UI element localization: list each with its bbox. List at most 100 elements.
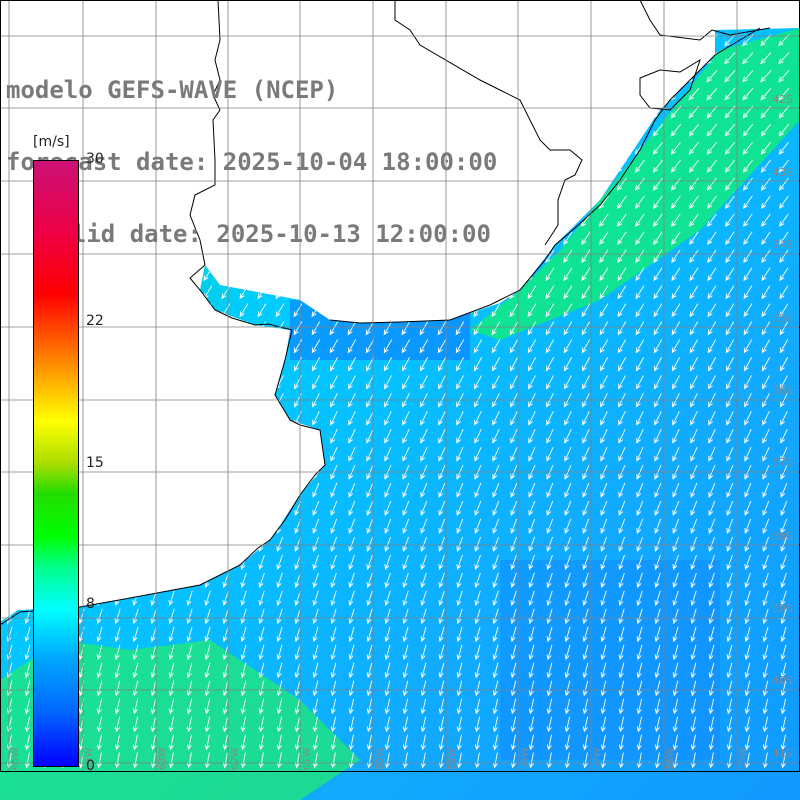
wind-arrow (779, 321, 789, 336)
sea-field (0, 28, 800, 800)
wind-arrow (653, 231, 663, 246)
wind-arrow (562, 52, 574, 65)
wind-arrow (544, 195, 555, 209)
wind-arrow (311, 357, 320, 372)
wind-arrow (743, 213, 753, 227)
wind-arrow (348, 644, 355, 661)
wind-arrow (544, 177, 555, 191)
wind-arrow (564, 644, 571, 661)
wind-arrow (582, 590, 589, 607)
wind-arrow (348, 680, 355, 697)
wind-arrow (384, 590, 391, 607)
wind-arrow (582, 375, 590, 390)
wind-arrow (634, 195, 645, 209)
wind-arrow (744, 680, 751, 697)
wind-arrow (616, 195, 627, 209)
wind-arrow (690, 447, 698, 462)
wind-arrow (455, 285, 465, 300)
wind-arrow (312, 662, 319, 679)
wind-arrow (546, 411, 554, 426)
wind-arrow (599, 249, 609, 264)
wind-arrow (760, 70, 772, 83)
wind-arrow (24, 698, 31, 715)
wind-arrow (330, 662, 337, 679)
wind-arrow (258, 626, 265, 643)
wind-arrow (222, 644, 229, 661)
wind-arrow (420, 500, 428, 516)
wind-arrow (617, 267, 627, 282)
wind-arrow (330, 536, 338, 552)
wind-arrow (780, 411, 788, 426)
wind-arrow (526, 141, 537, 155)
wind-arrow (690, 734, 696, 751)
green-shelf-north (470, 28, 800, 340)
wind-arrow (312, 590, 319, 607)
wind-arrow (598, 52, 610, 65)
wind-arrow (762, 644, 769, 661)
wind-arrow (582, 572, 589, 589)
wind-arrow (348, 429, 356, 444)
wind-arrow (544, 88, 556, 101)
wind-arrow (527, 213, 537, 227)
wind-arrow (384, 375, 392, 390)
wind-arrow (114, 375, 122, 390)
wind-arrow (401, 339, 411, 354)
wind-arrow (528, 680, 535, 697)
wind-arrow (204, 716, 211, 733)
wind-arrow (384, 500, 392, 516)
wind-arrow (240, 500, 248, 516)
wind-arrow (634, 52, 646, 65)
wind-arrow (131, 357, 140, 372)
wind-arrow (653, 303, 663, 318)
lon-label: 58W (520, 747, 531, 770)
wind-arrow (420, 572, 427, 589)
wind-arrow (509, 357, 518, 372)
wind-arrow (726, 608, 733, 625)
wind-arrow (780, 500, 788, 516)
wind-arrow (689, 321, 699, 336)
wind-arrow (132, 662, 139, 679)
wind-arrow (222, 375, 230, 390)
wind-arrow (132, 482, 140, 498)
wind-arrow (456, 411, 464, 426)
wind-arrow (690, 482, 698, 498)
wind-arrow (726, 518, 734, 534)
wind-arrow (654, 518, 662, 534)
wind-arrow (672, 411, 680, 426)
wind-arrow (312, 572, 319, 589)
wind-arrow (726, 429, 734, 444)
lat-label: 34S (772, 238, 793, 251)
wind-arrow (689, 249, 699, 264)
wind-arrow (330, 752, 336, 769)
wind-arrow (186, 447, 194, 462)
wind-arrow (510, 716, 517, 733)
wind-arrow (240, 644, 247, 661)
wind-arrow (438, 680, 445, 697)
wind-arrow (780, 482, 788, 498)
wind-arrow (420, 716, 427, 733)
wind-arrow (348, 411, 356, 426)
wind-arrow (527, 321, 537, 336)
wind-arrow (258, 500, 266, 516)
wind-arrow (743, 249, 753, 264)
wind-arrow (348, 698, 355, 715)
wind-arrow (312, 554, 319, 571)
wind-arrow (384, 698, 391, 715)
wind-arrow (203, 357, 212, 372)
wind-arrow (618, 429, 626, 444)
wind-arrow (401, 285, 411, 300)
wind-arrow (761, 267, 771, 282)
wind-arrow (366, 680, 373, 697)
wind-arrow (186, 500, 194, 516)
wind-arrow (402, 500, 410, 516)
wind-arrow (762, 608, 769, 625)
wind-arrow (456, 375, 464, 390)
wind-arrow (618, 500, 626, 516)
wind-arrow (168, 482, 176, 498)
wind-arrow (527, 231, 537, 246)
wind-arrow (708, 662, 715, 679)
wind-arrow (744, 662, 751, 679)
wind-arrow (528, 411, 536, 426)
wind-arrow (582, 752, 588, 769)
wind-arrow (600, 447, 608, 462)
